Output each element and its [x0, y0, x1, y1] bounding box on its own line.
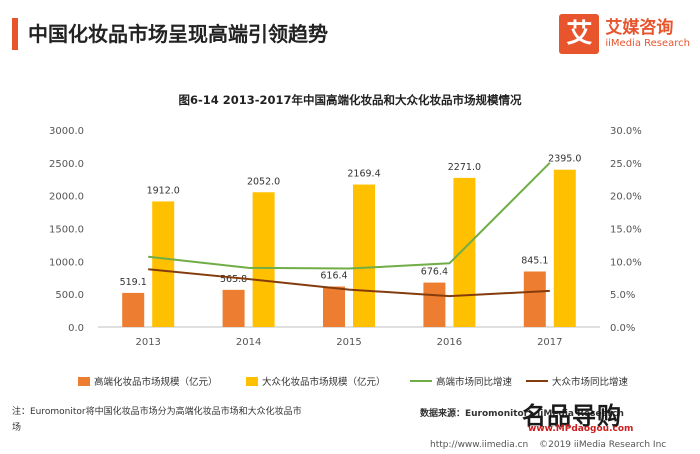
x-tick-label: 2014 [236, 337, 261, 348]
y-left-tick-label: 1500.0 [49, 225, 84, 236]
bar [353, 184, 375, 327]
bar-value-label: 2395.0 [548, 154, 581, 165]
watermark-url: www.MPdaogou.com [528, 424, 634, 434]
legend-label: 高端化妆品市场规模（亿元） [94, 376, 218, 388]
y-left-tick-label: 1000.0 [49, 257, 84, 268]
y-left-tick-label: 3000.0 [49, 126, 84, 137]
bar [122, 292, 145, 327]
header-accent-bar [12, 18, 18, 50]
legend-swatch [78, 377, 90, 386]
data-source: 数据来源：Euromonitor，iiMedia Research [420, 409, 624, 419]
brand-logo: 艾 艾媒咨询 iiMedia Research [559, 14, 690, 54]
bar-value-label: 845.1 [521, 256, 548, 267]
y-right-tick-label: 20.0% [610, 192, 642, 203]
y-left-tick-label: 2000.0 [49, 192, 84, 203]
bar-value-label: 519.1 [120, 277, 147, 288]
x-tick-label: 2017 [537, 337, 562, 348]
brand-name: 艾媒咨询 [605, 18, 674, 38]
brand-icon: 艾 [559, 14, 600, 54]
legend-swatch [246, 377, 258, 386]
y-right-tick-label: 5.0% [610, 290, 635, 301]
bar [423, 282, 446, 327]
bar [152, 201, 175, 327]
watermark: 名品导购 [522, 402, 622, 430]
bar-value-label: 616.4 [320, 271, 347, 282]
x-tick-label: 2015 [336, 337, 361, 348]
x-tick-label: 2016 [437, 337, 462, 348]
y-right-tick-label: 25.0% [610, 159, 642, 170]
bar-value-label: 565.8 [220, 274, 247, 285]
y-right-tick-label: 30.0% [610, 126, 642, 137]
bar [553, 169, 576, 327]
bar [252, 192, 275, 327]
bar [523, 271, 546, 327]
y-right-tick-label: 15.0% [610, 225, 642, 236]
bar-value-label: 2052.0 [247, 176, 280, 187]
bar-value-label: 2169.4 [347, 169, 380, 180]
x-tick-label: 2013 [135, 337, 160, 348]
bar-value-label: 1912.0 [147, 185, 180, 196]
y-left-tick-label: 500.0 [55, 290, 84, 301]
y-right-tick-label: 0.0% [610, 323, 635, 334]
bar [323, 286, 345, 327]
bar-value-label: 2271.0 [448, 162, 481, 173]
bar-value-label: 676.4 [421, 267, 448, 278]
copyright-text: ©2019 iiMedia Research Inc [539, 440, 667, 450]
y-left-tick-label: 0.0 [68, 323, 84, 334]
brand-subtitle: iiMedia Research [605, 38, 690, 49]
y-right-tick-label: 10.0% [610, 257, 642, 268]
y-left-tick-label: 2500.0 [49, 159, 84, 170]
chart-title: 图6-14 2013-2017年中国高端化妆品和大众化妆品市场规模情况 [178, 93, 522, 107]
legend-label: 高端市场同比增速 [436, 376, 513, 388]
footer-url[interactable]: http://www.iimedia.cn [430, 440, 529, 450]
bar [222, 289, 245, 327]
legend-label: 大众市场同比增速 [552, 376, 629, 388]
bar [453, 177, 476, 327]
series-line [148, 268, 550, 298]
series-line [148, 162, 551, 270]
page-title: 中国化妆品市场呈现高端引领趋势 [28, 22, 328, 46]
footer-note: 注：Euromonitor将中国化妆品市场分为高端化妆品市场和大众化妆品市场 [12, 407, 302, 433]
legend-label: 大众化妆品市场规模（亿元） [262, 376, 386, 388]
footer-copyright: http://www.iimedia.cn ©2019 iiMedia Rese… [430, 440, 674, 450]
